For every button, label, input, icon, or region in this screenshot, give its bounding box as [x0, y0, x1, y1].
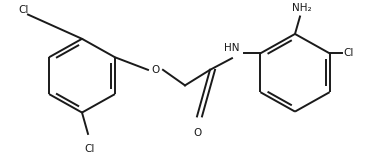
- Text: O: O: [193, 128, 201, 138]
- Text: NH₂: NH₂: [292, 3, 312, 13]
- Text: Cl: Cl: [85, 144, 95, 154]
- Text: HN: HN: [224, 43, 240, 53]
- Text: Cl: Cl: [18, 5, 28, 15]
- Text: O: O: [151, 65, 159, 75]
- Text: Cl: Cl: [344, 48, 354, 58]
